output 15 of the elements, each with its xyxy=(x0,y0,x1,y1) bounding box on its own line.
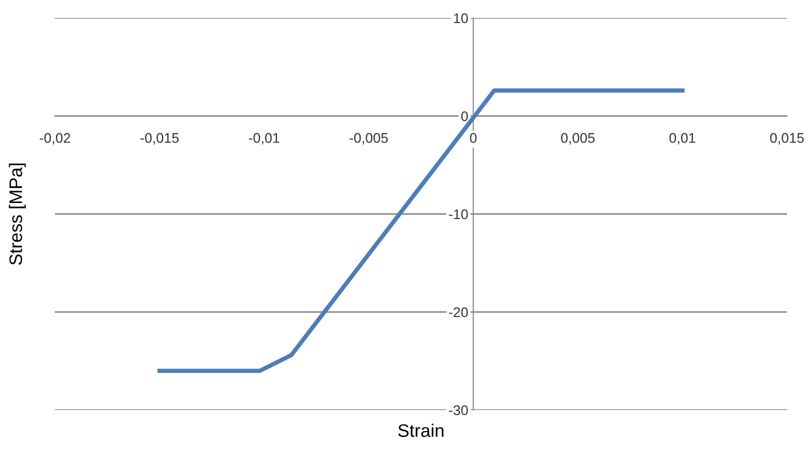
x-tick-label: -0,01 xyxy=(248,133,280,145)
y-axis-title: Stress [MPa] xyxy=(8,164,26,265)
y-tick-label: 0 xyxy=(461,111,468,122)
x-tick-label: -0,015 xyxy=(140,133,179,145)
y-tick-label: -10 xyxy=(448,209,468,220)
x-tick-label: 0 xyxy=(470,133,477,143)
x-tick-label: 0,005 xyxy=(561,133,595,145)
y-tick-label: -20 xyxy=(448,307,468,318)
x-axis-title: Strain xyxy=(398,424,444,437)
x-tick-label: -0,005 xyxy=(350,133,388,145)
y-tick-label: -30 xyxy=(448,405,468,416)
x-tick-label: -0,02 xyxy=(40,133,70,145)
x-tick-label: 0,015 xyxy=(770,133,804,145)
x-tick-label: 0,01 xyxy=(669,133,696,145)
y-tick-label: 10 xyxy=(454,13,468,24)
